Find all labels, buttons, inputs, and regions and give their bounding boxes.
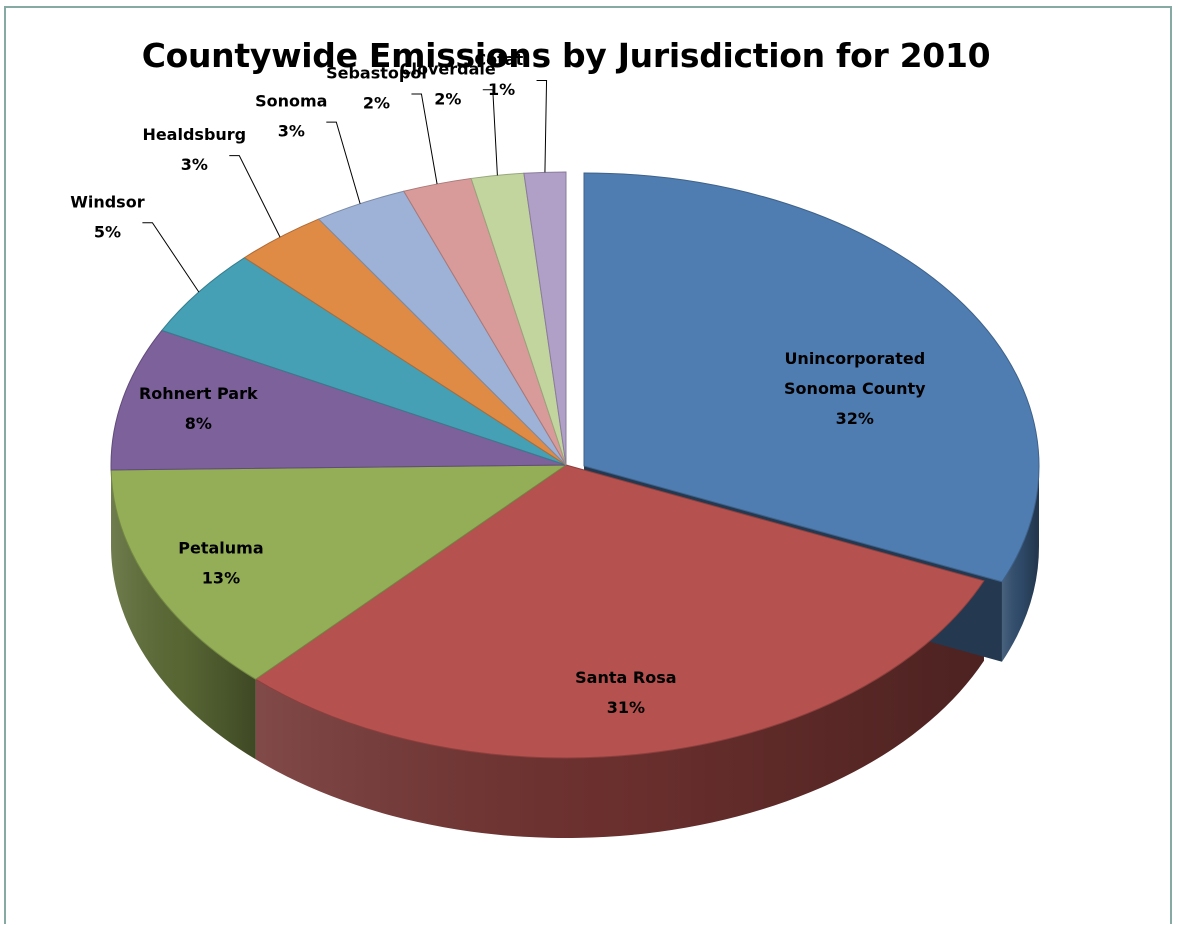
leader-cotati (536, 79, 548, 173)
slice-petaluma (110, 464, 568, 680)
slice-rohnert-park (110, 329, 567, 471)
slice-label-windsor-name: Windsor (70, 192, 144, 211)
slice-label-unincorporated-sonoma-county-pct: 32% (836, 409, 874, 428)
side-santa-rosa-shade (255, 580, 984, 839)
slice-label-sebastopol-name: Sebastopol (326, 64, 427, 83)
slice-santa-rosa (254, 464, 985, 759)
slice-label-rohnert-park-name: Rohnert Park (139, 384, 258, 403)
side-unincorporated-sonoma-county-shade (1001, 466, 1039, 662)
slice-label-petaluma-pct: 13% (202, 568, 240, 587)
slice-label-santa-rosa-pct: 31% (607, 698, 645, 717)
side-petaluma-shade (111, 469, 256, 760)
slice-label-healdsburg-name: Healdsburg (142, 125, 246, 144)
slice-label-cotati-pct: 1% (488, 80, 515, 99)
slice-label-cotati-name: Cotati (474, 50, 528, 69)
slice-label-sonoma-pct: 3% (278, 122, 305, 141)
slice-label-unincorporated-sonoma-county-name: Sonoma County (784, 379, 926, 398)
leader-cloverdale (482, 89, 498, 176)
slice-unincorporated-sonoma-county (583, 172, 1040, 583)
leader-lines (142, 79, 548, 293)
slice-label-cloverdale-pct: 2% (434, 89, 461, 108)
slice-label-healdsburg-pct: 3% (181, 155, 208, 174)
chart-title: Countywide Emissions by Jurisdiction for… (141, 36, 991, 75)
slice-labels: Unincorporated Sonoma County 32% Santa Rosa… (70, 50, 926, 717)
slice-label-cloverdale-name: Cloverdale (400, 59, 496, 78)
slice-label-santa-rosa-name: Santa Rosa (575, 668, 676, 687)
slice-label-petaluma-name: Petaluma (178, 538, 263, 557)
leader-sonoma (326, 121, 361, 204)
leader-healdsburg (229, 155, 281, 238)
slice-label-sonoma-name: Sonoma (255, 92, 327, 111)
pie-tops (110, 171, 1040, 759)
leader-sebastopol (411, 93, 438, 185)
leader-windsor (142, 222, 200, 293)
slice-label-sebastopol-pct: 2% (363, 94, 390, 113)
slice-label-windsor-pct: 5% (94, 222, 121, 241)
slice-label-rohnert-park-pct: 8% (185, 414, 212, 433)
slice-label-unincorporated-sonoma-county-name: Unincorporated (784, 349, 925, 368)
